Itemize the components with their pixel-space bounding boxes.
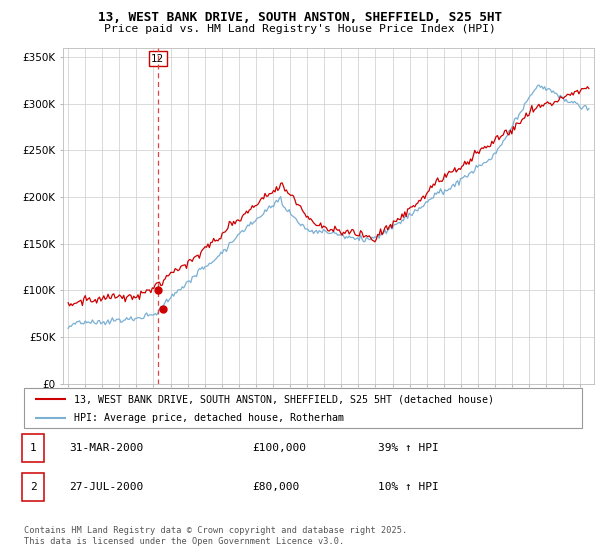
FancyBboxPatch shape (24, 388, 582, 428)
FancyBboxPatch shape (22, 434, 44, 462)
Text: £100,000: £100,000 (252, 443, 306, 453)
Text: £80,000: £80,000 (252, 482, 299, 492)
FancyBboxPatch shape (22, 473, 44, 501)
Text: 27-JUL-2000: 27-JUL-2000 (69, 482, 143, 492)
Text: 2: 2 (29, 482, 37, 492)
Text: 10% ↑ HPI: 10% ↑ HPI (378, 482, 439, 492)
Text: 1: 1 (29, 443, 37, 453)
Text: 13, WEST BANK DRIVE, SOUTH ANSTON, SHEFFIELD, S25 5HT (detached house): 13, WEST BANK DRIVE, SOUTH ANSTON, SHEFF… (74, 394, 494, 404)
Text: HPI: Average price, detached house, Rotherham: HPI: Average price, detached house, Roth… (74, 413, 344, 423)
Text: 13, WEST BANK DRIVE, SOUTH ANSTON, SHEFFIELD, S25 5HT: 13, WEST BANK DRIVE, SOUTH ANSTON, SHEFF… (98, 11, 502, 24)
Text: Price paid vs. HM Land Registry's House Price Index (HPI): Price paid vs. HM Land Registry's House … (104, 24, 496, 34)
Text: 31-MAR-2000: 31-MAR-2000 (69, 443, 143, 453)
Text: 12: 12 (151, 54, 164, 64)
Text: Contains HM Land Registry data © Crown copyright and database right 2025.
This d: Contains HM Land Registry data © Crown c… (24, 526, 407, 546)
Text: 39% ↑ HPI: 39% ↑ HPI (378, 443, 439, 453)
